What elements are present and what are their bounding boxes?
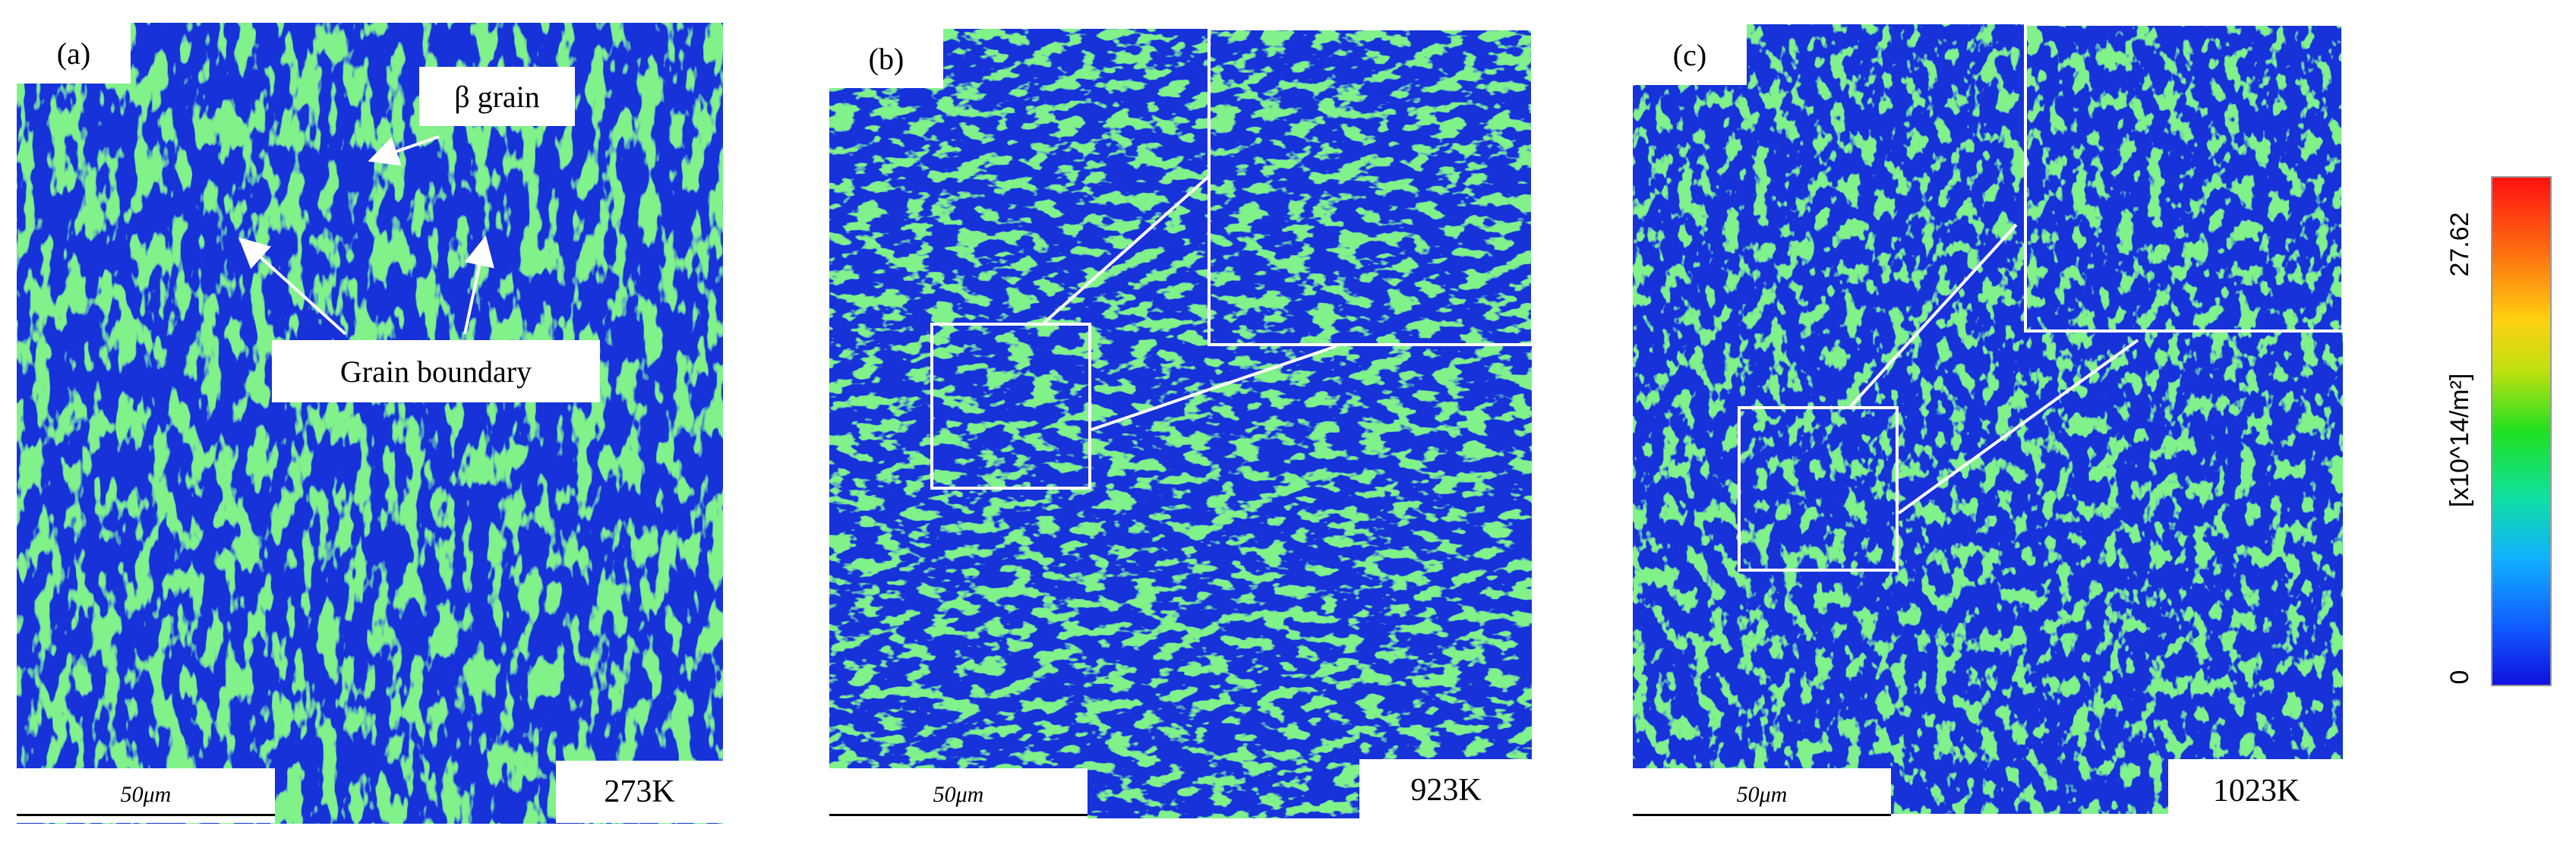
grain-boundary-label: Grain boundary [272, 340, 600, 402]
inset-map-c [2027, 26, 2341, 329]
scalebar-label-a: 50μm [120, 782, 172, 807]
grain-boundary-arrow-right [463, 235, 494, 335]
colorbar-unit-label: [x10^14/m²] [2445, 373, 2474, 508]
scalebar-label-c: 50μm [1736, 782, 1788, 807]
scalebar-b: 50μm [829, 768, 1088, 821]
beta-grain-label: β grain [419, 67, 575, 126]
colorbar [2491, 176, 2552, 686]
roi-box-c [1738, 406, 1899, 572]
grain-boundary-arrow-left [238, 237, 347, 336]
scalebar-c: 50μm [1633, 768, 1891, 823]
colorbar-min-label: 0 [2445, 670, 2474, 685]
scalebar-line-c [1633, 814, 1891, 816]
temperature-label-c: 1023K [2168, 759, 2344, 823]
inset-zoom-b [1208, 27, 1534, 346]
temperature-label-a: 273K [556, 761, 723, 823]
panel-label-c: (c) [1633, 24, 1747, 85]
inset-map-b [1211, 30, 1531, 343]
scalebar-a: 50μm [17, 768, 275, 823]
colorbar-max-label: 27.62 [2445, 212, 2474, 277]
beta-grain-arrow [368, 135, 440, 166]
roi-box-b [930, 323, 1091, 490]
inset-zoom-c [2024, 23, 2344, 333]
scalebar-label-b: 50μm [933, 782, 984, 807]
temperature-label-b: 923K [1359, 759, 1533, 821]
scalebar-line-a [17, 814, 275, 816]
scalebar-line-b [829, 814, 1088, 816]
panel-label-b: (b) [829, 29, 943, 88]
panel-label-a: (a) [17, 23, 131, 84]
